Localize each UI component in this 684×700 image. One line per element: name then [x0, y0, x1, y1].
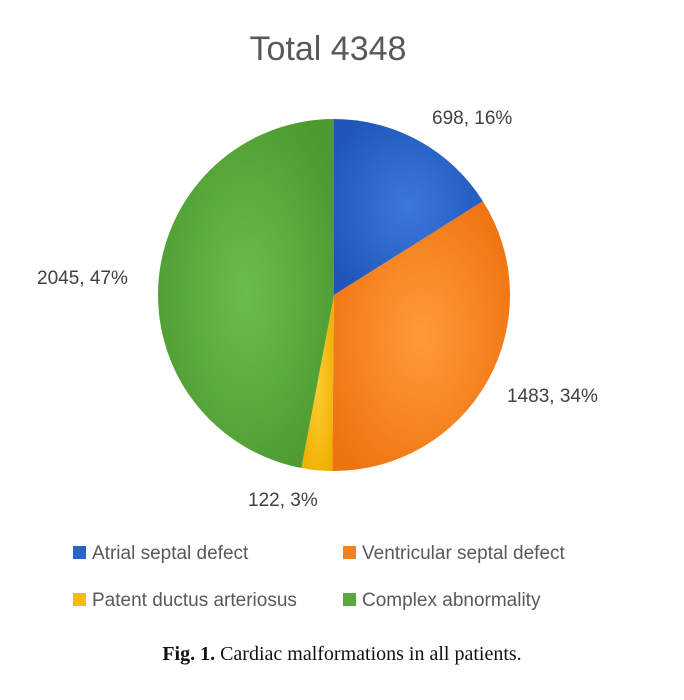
legend-label-atrial: Atrial septal defect — [92, 543, 249, 564]
pie-slices — [157, 119, 510, 472]
chart-title: Total 4348 — [250, 30, 407, 68]
legend-swatch-complex — [343, 593, 356, 606]
legend-label-patent: Patent ductus arteriosus — [92, 590, 297, 611]
legend-label-complex: Complex abnormality — [362, 590, 541, 611]
pie-slice-ventricular — [332, 201, 510, 472]
data-label-atrial: 698, 16% — [432, 108, 512, 129]
data-label-complex: 2045, 47% — [37, 268, 128, 289]
figure-caption: Fig. 1. Cardiac malformations in all pat… — [0, 643, 684, 666]
legend-swatch-ventricular — [343, 546, 356, 559]
figure-caption-text: Cardiac malformations in all patients. — [220, 643, 522, 665]
figure-label: Fig. 1. — [162, 643, 216, 665]
pie-slice-atrial — [334, 119, 483, 295]
pie-slice-patent — [301, 295, 334, 471]
legend-label-ventricular: Ventricular septal defect — [362, 543, 566, 564]
data-label-ventricular: 1483, 34% — [507, 386, 598, 407]
legend-swatch-atrial — [73, 546, 86, 559]
legend-swatch-patent — [73, 593, 86, 606]
legend: Atrial septal defect Ventricular septal … — [73, 543, 566, 611]
data-label-patent: 122, 3% — [248, 490, 318, 511]
pie-slice-complex — [157, 119, 334, 468]
data-labels: 698, 16% 1483, 34% 122, 3% 2045, 47% — [37, 108, 598, 511]
